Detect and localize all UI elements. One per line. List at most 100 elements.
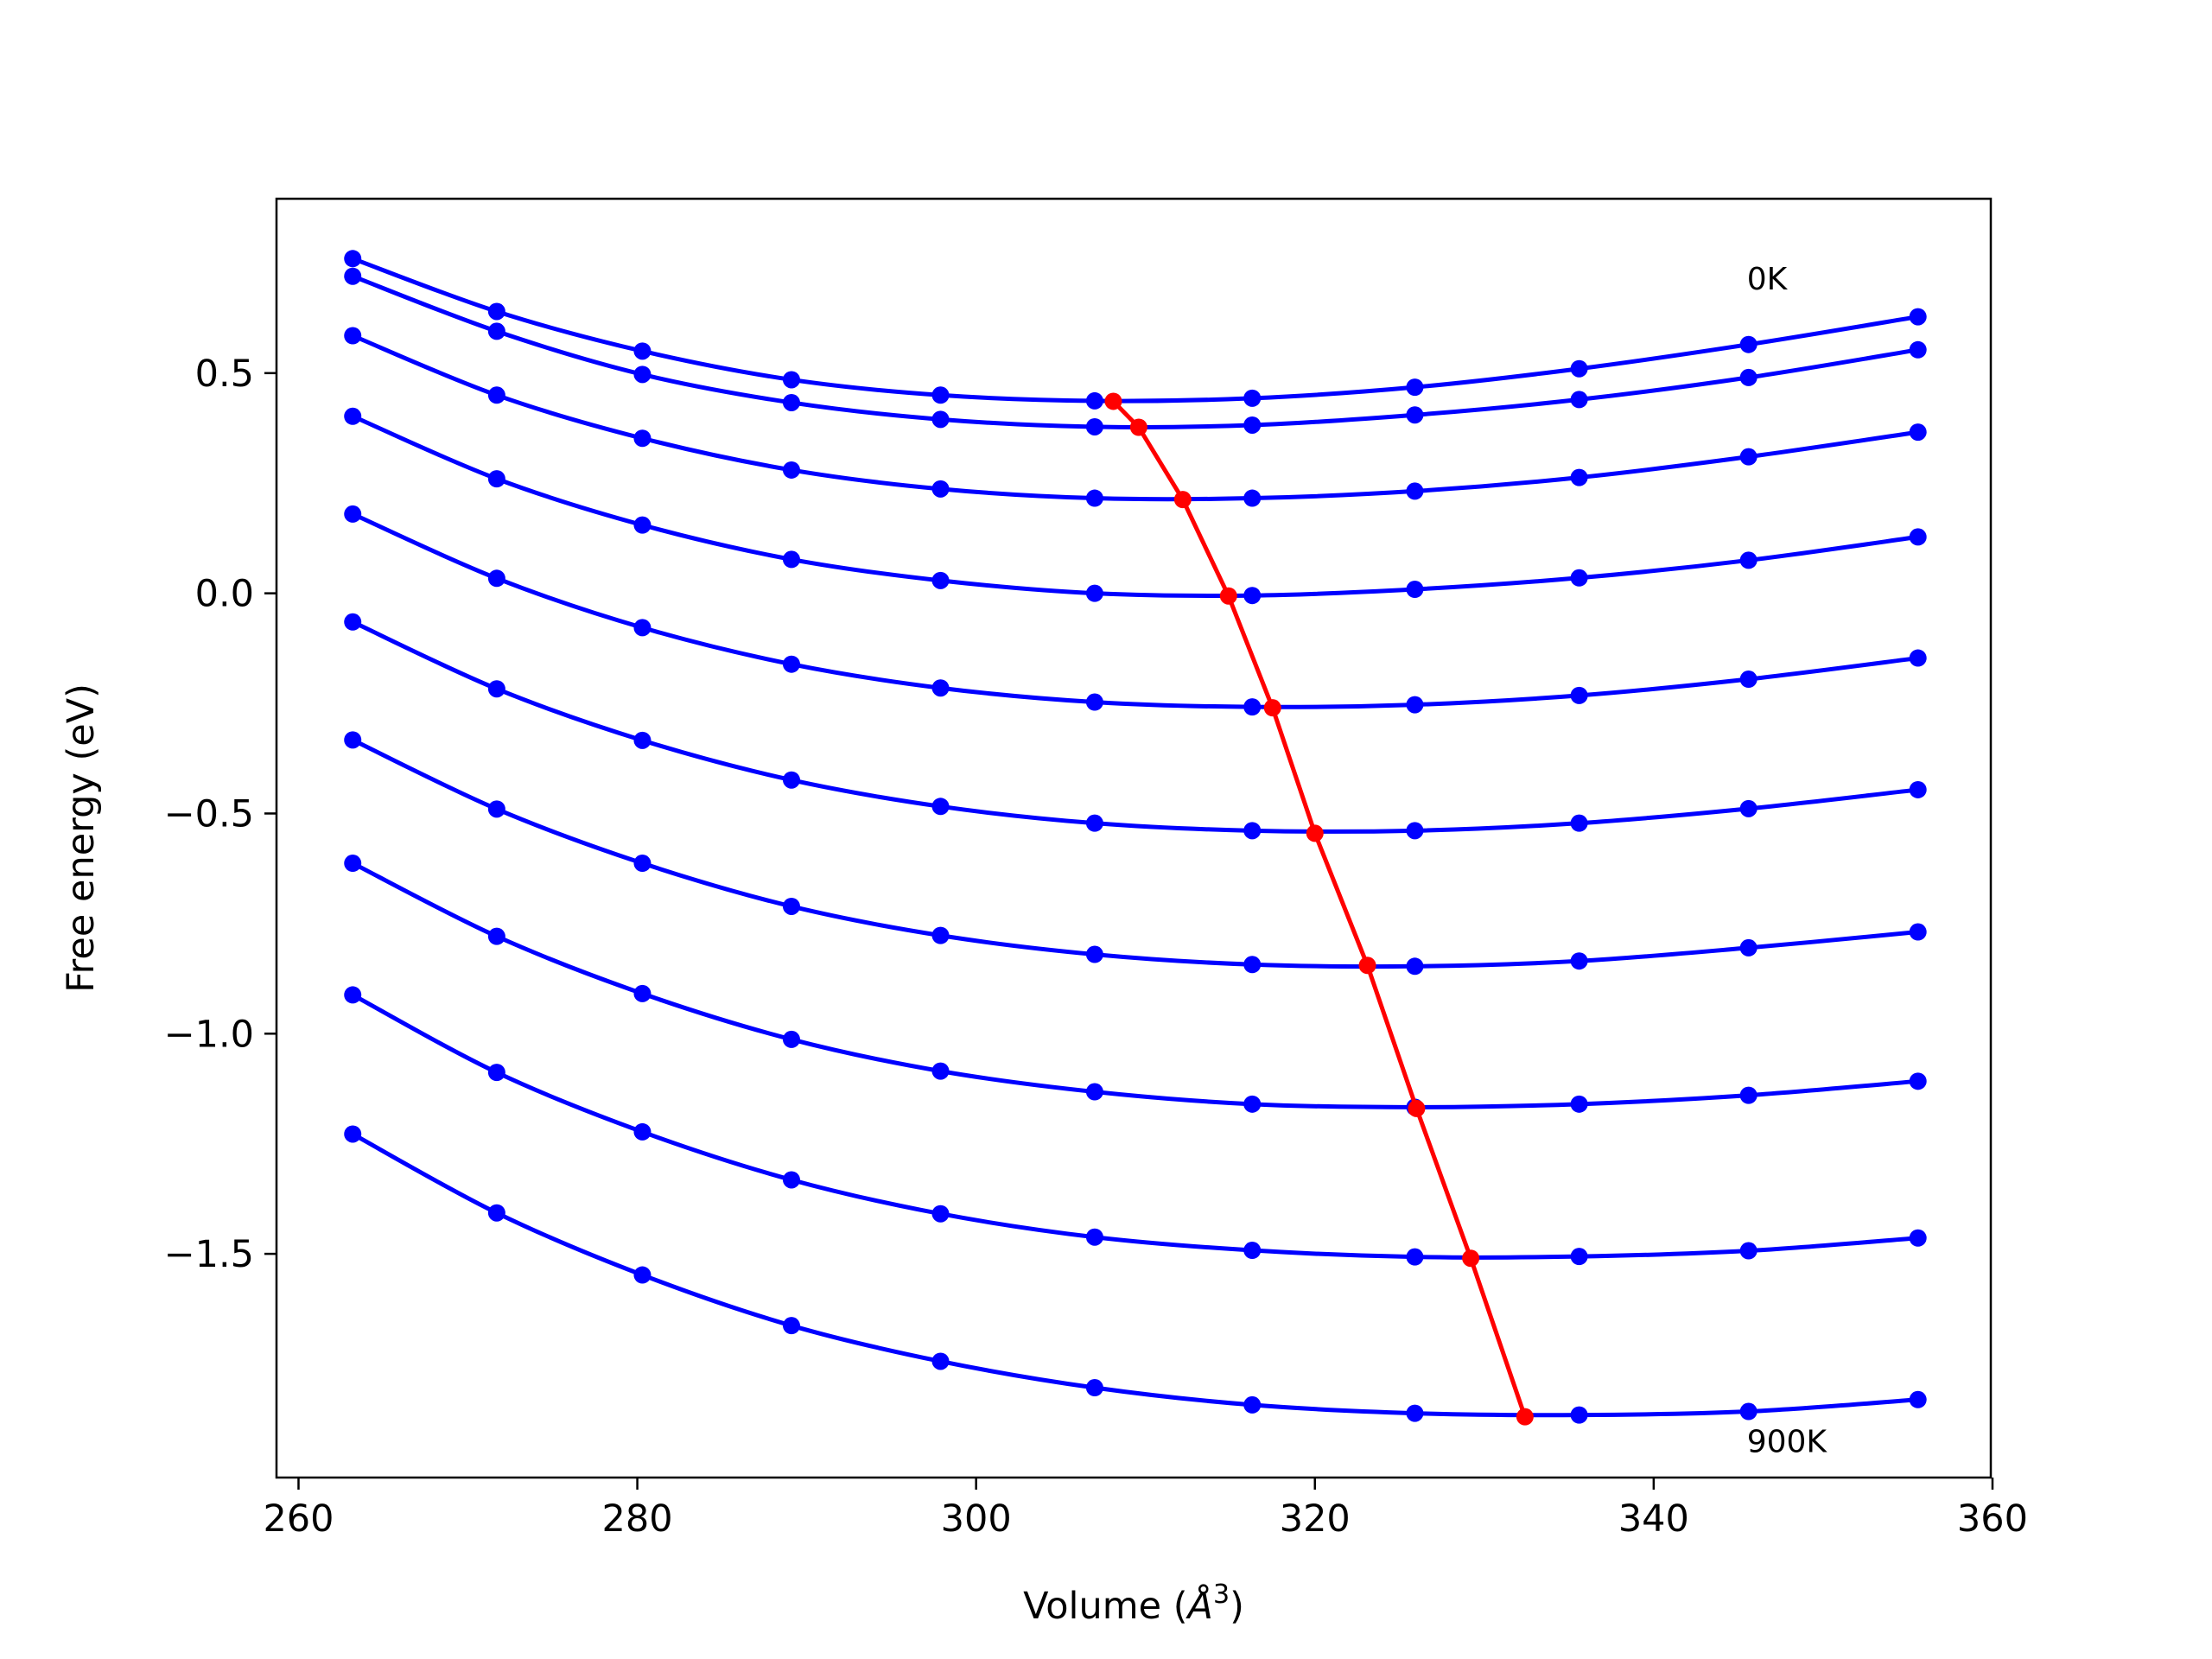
series-3-point-5 xyxy=(1085,584,1103,602)
series-4-point-4 xyxy=(931,679,950,697)
minima-point-6 xyxy=(1358,957,1376,975)
x-tick-label: 340 xyxy=(1618,1497,1689,1541)
minima-line-group xyxy=(1104,392,1534,1426)
series-7-point-2 xyxy=(633,984,652,1002)
series-9 xyxy=(344,1125,1927,1424)
series-6-point-4 xyxy=(931,926,950,944)
series-3-point-6 xyxy=(1243,587,1262,605)
series-5-point-0 xyxy=(344,613,362,631)
series-2-point-2 xyxy=(633,429,652,448)
annotation-1: 900K xyxy=(1747,1424,1828,1459)
x-tick-label: 280 xyxy=(602,1497,673,1541)
series-5-point-3 xyxy=(782,771,800,789)
series-6-point-3 xyxy=(782,897,800,915)
series-3-point-10 xyxy=(1909,528,1927,546)
series-5-point-6 xyxy=(1243,822,1262,840)
series-9-point-0 xyxy=(344,1125,362,1143)
series-0-point-9 xyxy=(1739,335,1758,353)
series-0-point-10 xyxy=(1909,308,1927,326)
series-4-point-10 xyxy=(1909,649,1927,667)
series-8-point-9 xyxy=(1739,1242,1758,1260)
series-7-point-9 xyxy=(1739,1086,1758,1104)
series-4-point-2 xyxy=(633,619,652,637)
series-1-point-5 xyxy=(1085,417,1103,435)
minima-line xyxy=(1111,399,1528,1418)
series-6-point-1 xyxy=(487,800,505,818)
series-4-point-7 xyxy=(1406,696,1424,714)
series-7-point-4 xyxy=(931,1062,950,1080)
series-4-point-5 xyxy=(1085,693,1103,711)
x-axis-title-exponent: 3 xyxy=(1213,1580,1230,1610)
series-1-point-1 xyxy=(487,322,505,340)
series-3-point-9 xyxy=(1739,551,1758,569)
series-8-point-6 xyxy=(1243,1242,1262,1260)
series-7-point-1 xyxy=(487,927,505,945)
series-2-point-4 xyxy=(931,480,950,498)
series-4-point-9 xyxy=(1739,671,1758,689)
y-tick-label: 0.5 xyxy=(195,353,254,396)
series-9-point-2 xyxy=(633,1266,652,1284)
y-tick-label: −1.0 xyxy=(164,1013,254,1056)
series-3-point-2 xyxy=(633,516,652,534)
series-0-point-8 xyxy=(1570,359,1588,378)
series-1-point-6 xyxy=(1243,416,1262,434)
series-8-point-0 xyxy=(344,986,362,1004)
series-3-point-7 xyxy=(1406,581,1424,599)
series-4-point-3 xyxy=(782,655,800,673)
series-6-point-5 xyxy=(1085,945,1103,963)
x-tick-label: 360 xyxy=(1957,1497,2028,1541)
series-7-point-6 xyxy=(1243,1095,1262,1113)
series-7-point-3 xyxy=(782,1030,800,1048)
series-2-point-6 xyxy=(1243,489,1262,507)
series-2-point-8 xyxy=(1570,468,1588,486)
series-3-point-0 xyxy=(344,407,362,425)
series-0-point-2 xyxy=(633,342,652,360)
series-3-point-1 xyxy=(487,470,505,488)
series-7-point-10 xyxy=(1909,1072,1927,1090)
series-2-point-1 xyxy=(487,386,505,404)
series-3 xyxy=(344,407,1927,605)
minima-point-5 xyxy=(1306,824,1324,842)
minima-point-9 xyxy=(1516,1408,1534,1426)
series-6-point-9 xyxy=(1739,938,1758,957)
series-0-point-0 xyxy=(344,250,362,268)
series-7 xyxy=(344,855,1927,1116)
series-5-point-1 xyxy=(487,680,505,698)
series-3-point-4 xyxy=(931,571,950,589)
series-9-point-9 xyxy=(1739,1402,1758,1421)
minima-point-0 xyxy=(1104,392,1122,410)
x-tick-label: 300 xyxy=(941,1497,1012,1541)
series-9-point-1 xyxy=(487,1204,505,1222)
series-4-point-0 xyxy=(344,505,362,523)
x-axis-title-text: Volume xyxy=(1023,1585,1161,1628)
series-4 xyxy=(344,505,1927,716)
minima-point-4 xyxy=(1263,699,1281,717)
series-1-point-2 xyxy=(633,365,652,384)
x-axis-title-unit: Å xyxy=(1185,1584,1213,1628)
series-3-point-3 xyxy=(782,550,800,569)
series-3-point-8 xyxy=(1570,569,1588,587)
series-5-point-7 xyxy=(1406,822,1424,840)
minima-point-8 xyxy=(1462,1249,1480,1268)
series-4-point-6 xyxy=(1243,698,1262,716)
series-9-point-5 xyxy=(1085,1379,1103,1397)
minima-point-1 xyxy=(1129,418,1147,436)
series-8-point-8 xyxy=(1570,1248,1588,1266)
series-5-point-10 xyxy=(1909,780,1927,798)
series-7-point-5 xyxy=(1085,1083,1103,1101)
series-2-point-9 xyxy=(1739,448,1758,466)
series-6-point-10 xyxy=(1909,923,1927,941)
series-5-point-2 xyxy=(633,731,652,749)
series-2-point-10 xyxy=(1909,423,1927,442)
y-tick-label: −1.5 xyxy=(164,1233,254,1276)
series-6-point-6 xyxy=(1243,956,1262,974)
minima-point-7 xyxy=(1408,1099,1426,1117)
series-2-point-3 xyxy=(782,461,800,479)
series-0-point-6 xyxy=(1243,389,1262,407)
series-9-point-7 xyxy=(1406,1404,1424,1422)
series-6-point-8 xyxy=(1570,952,1588,970)
series-0-point-5 xyxy=(1085,391,1103,410)
series-1-point-3 xyxy=(782,393,800,411)
